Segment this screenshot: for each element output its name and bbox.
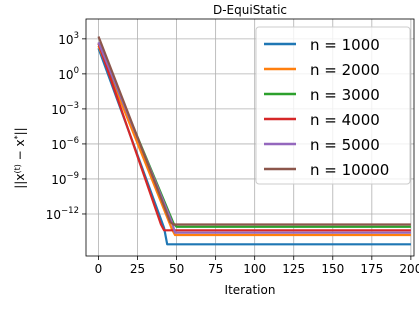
series-line: [97, 45, 411, 237]
x-tick-label: 0: [95, 262, 103, 276]
series-line: [97, 43, 411, 232]
plot-frame: [85, 18, 415, 257]
y-tick-label: 103: [58, 31, 79, 47]
x-axis-ticks: 0 25 50 75 100 125 150 175 200: [95, 256, 419, 276]
x-axis-label: Iteration: [225, 283, 276, 297]
y-tick-label: 10−6: [51, 136, 79, 152]
legend-label: n = 3000: [310, 86, 380, 104]
x-tick-label: 150: [321, 262, 344, 276]
series-line: [97, 36, 411, 226]
x-tick-label: 200: [399, 262, 419, 276]
x-tick-label: 100: [243, 262, 266, 276]
legend-label: n = 1000: [310, 36, 380, 54]
x-tick-label: 25: [130, 262, 145, 276]
y-tick-label: 10−12: [46, 206, 79, 222]
x-tick-label: 125: [282, 262, 305, 276]
legend-label: n = 4000: [310, 111, 380, 129]
x-tick-label: 75: [208, 262, 223, 276]
x-tick-label: 175: [360, 262, 383, 276]
chart-title: D-EquiStatic: [213, 3, 287, 17]
x-tick-label: 50: [169, 262, 184, 276]
legend-label: n = 5000: [310, 136, 380, 154]
series-lines: [97, 36, 411, 246]
y-tick-label: 100: [58, 66, 79, 82]
y-tick-label: 10−3: [51, 101, 79, 117]
y-axis-ticks: 103 100 10−3 10−6 10−9 10−12: [46, 31, 86, 222]
legend-label: n = 10000: [310, 161, 389, 179]
y-tick-label: 10−9: [51, 171, 79, 187]
legend: n = 1000 n = 2000 n = 3000 n = 4000 n = 5000…: [255, 26, 411, 185]
y-axis-label: ||x(t) − x*||: [13, 127, 28, 188]
legend-label: n = 2000: [310, 61, 380, 79]
